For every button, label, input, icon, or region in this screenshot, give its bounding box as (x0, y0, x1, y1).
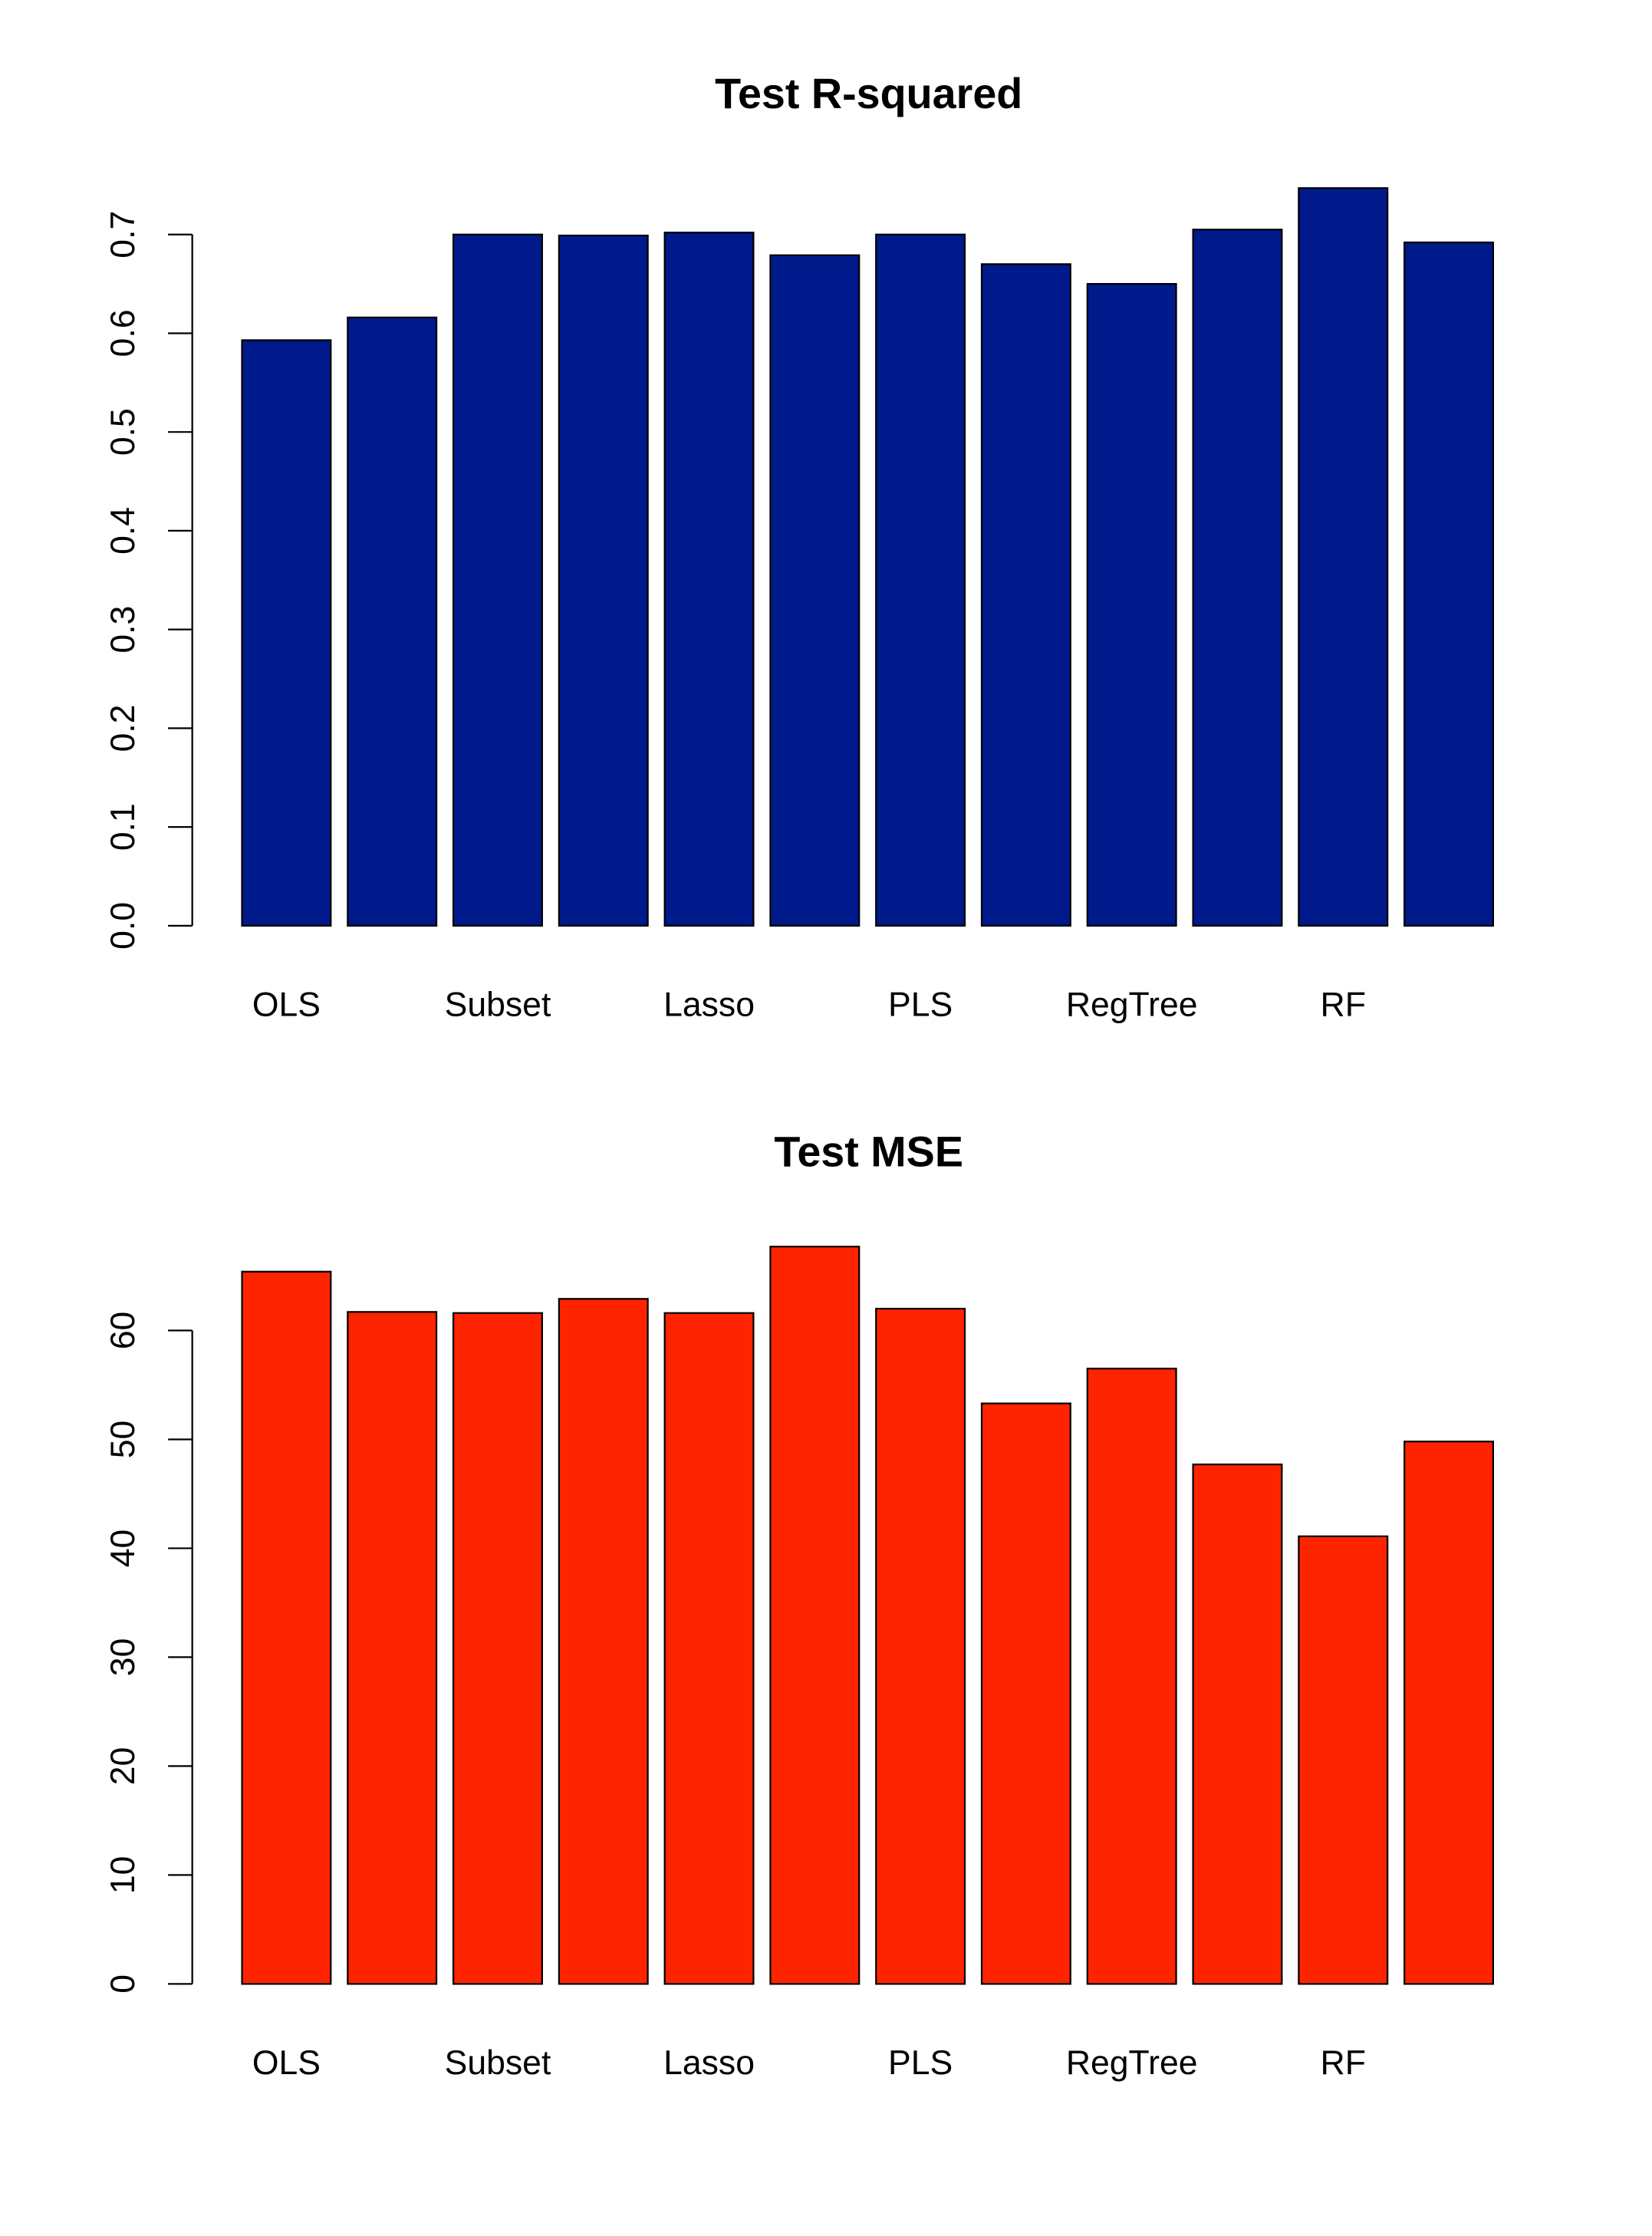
bar (769, 1246, 861, 1985)
y-tick-label: 20 (104, 1747, 142, 1786)
bar (1192, 229, 1283, 927)
y-tick-label: 0.0 (104, 902, 142, 950)
bar (347, 1311, 438, 1985)
x-tick-label: RegTree (1066, 986, 1198, 1023)
bar (875, 1307, 966, 1985)
bar (558, 1298, 649, 1985)
x-tick-label: RF (1321, 986, 1366, 1023)
bar (1086, 1368, 1177, 1985)
y-tick-label: 0.7 (104, 211, 142, 259)
bar (980, 263, 1071, 927)
x-tick-label: Subset (445, 2044, 551, 2082)
x-tick-label: OLS (252, 986, 321, 1023)
bar (452, 1312, 543, 1985)
y-tick-label: 0.4 (104, 507, 142, 555)
y-tick-label: 0.1 (104, 803, 142, 851)
y-tick-label: 0 (104, 1974, 142, 1994)
x-tick-label: RF (1321, 2044, 1366, 2082)
bar (1192, 1463, 1283, 1985)
bar (241, 1270, 332, 1985)
bar (1404, 1441, 1495, 1985)
bar (241, 339, 332, 927)
x-tick-label: OLS (252, 2044, 321, 2082)
x-tick-label: RegTree (1066, 2044, 1198, 2082)
bar (980, 1402, 1071, 1985)
x-tick-label: PLS (888, 986, 953, 1023)
chart-title: Test MSE (774, 1128, 963, 1175)
x-tick-label: Subset (445, 986, 551, 1023)
y-tick-label: 0.6 (104, 309, 142, 357)
bar (875, 233, 966, 927)
y-tick-label: 40 (104, 1530, 142, 1568)
chart-title: Test R-squared (715, 70, 1022, 117)
y-tick-label: 0.2 (104, 704, 142, 752)
bar (1298, 1535, 1389, 1985)
x-tick-label: Lasso (663, 2044, 755, 2082)
bar (769, 254, 861, 927)
bar (1404, 241, 1495, 927)
y-tick-label: 30 (104, 1638, 142, 1677)
bar (558, 234, 649, 927)
y-tick-label: 50 (104, 1421, 142, 1459)
x-tick-label: PLS (888, 2044, 953, 2082)
y-tick-label: 10 (104, 1856, 142, 1895)
bar (663, 1312, 755, 1985)
bar (1298, 187, 1389, 927)
y-tick-label: 60 (104, 1312, 142, 1350)
bar (1086, 282, 1177, 927)
bar (452, 233, 543, 927)
x-tick-label: Lasso (663, 986, 755, 1023)
y-tick-label: 0.3 (104, 606, 142, 654)
bar (663, 232, 755, 927)
y-tick-label: 0.5 (104, 408, 142, 456)
bar (347, 316, 438, 927)
